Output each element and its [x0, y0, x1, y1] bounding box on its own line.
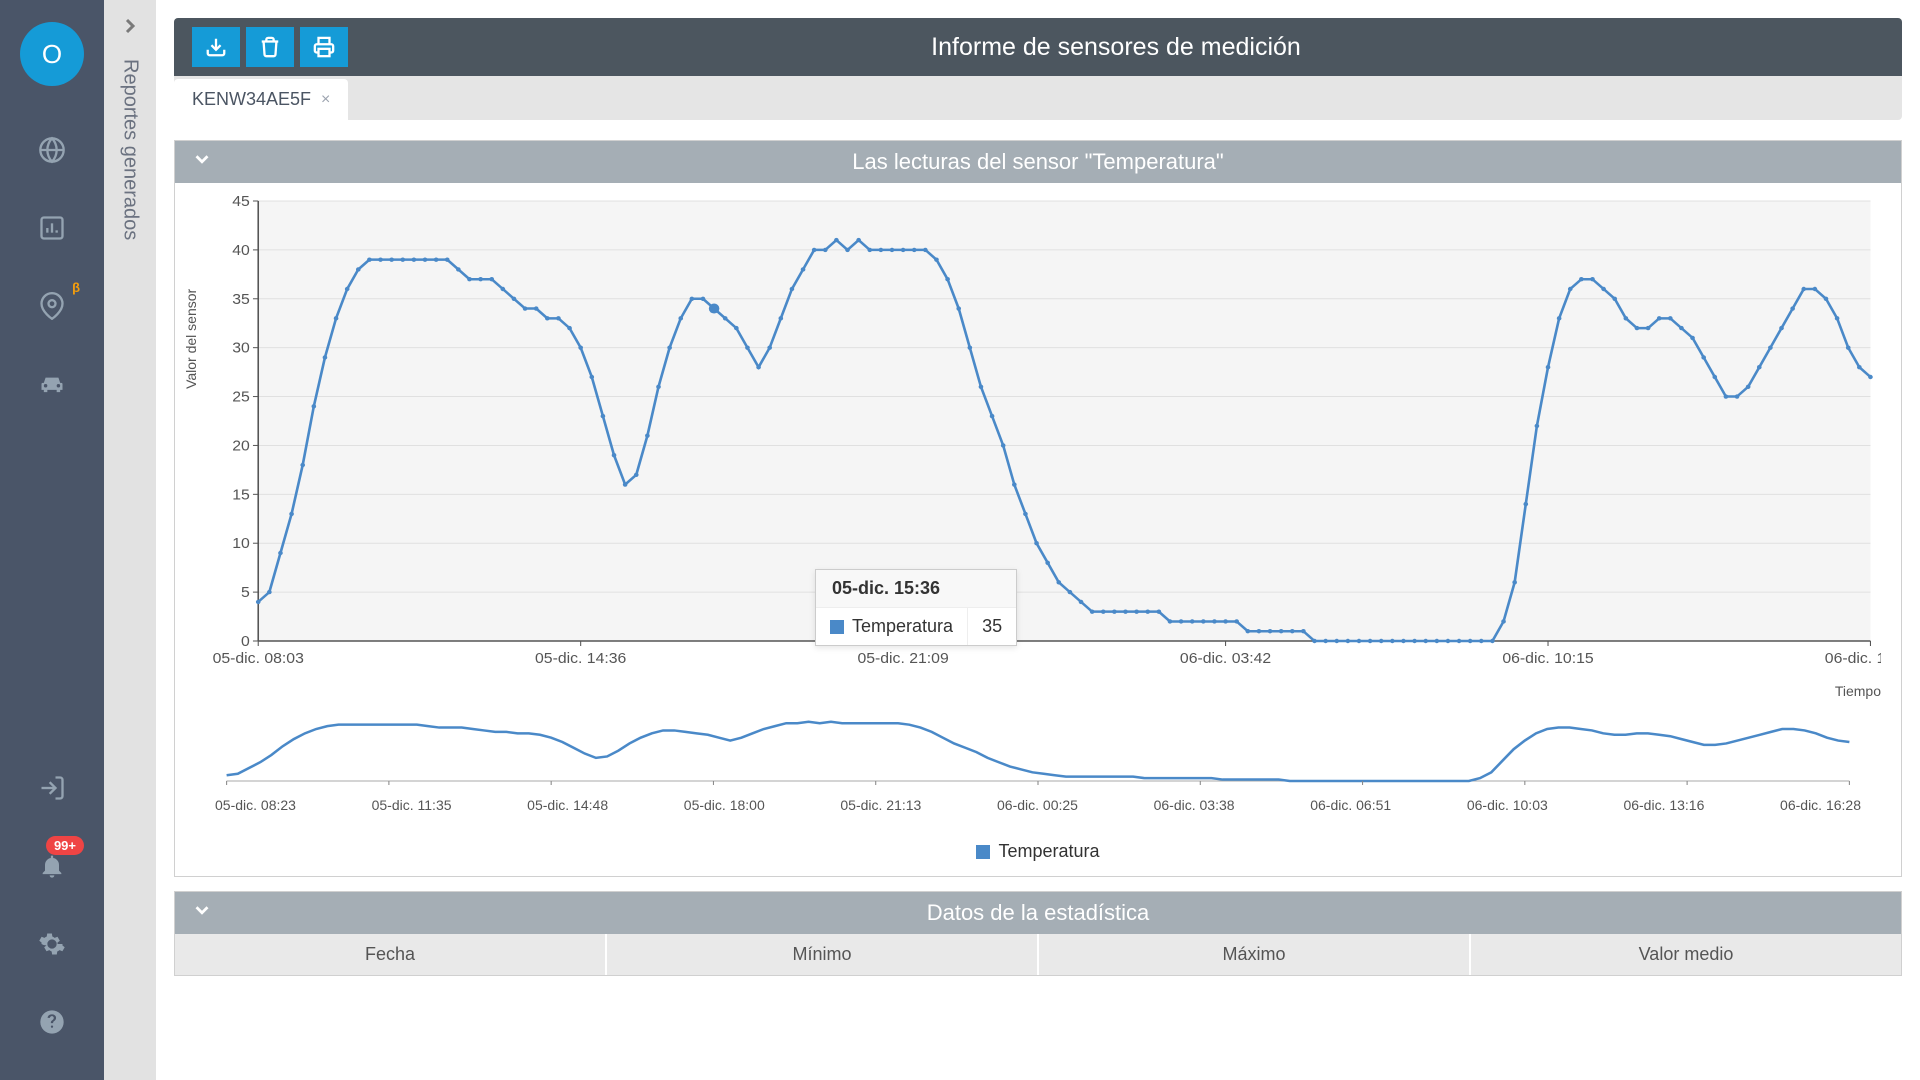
car-icon[interactable] [32, 364, 72, 404]
mini-tick-label: 06-dic. 03:38 [1154, 797, 1235, 813]
close-icon[interactable]: × [321, 91, 330, 109]
svg-text:06-dic. 03:42: 06-dic. 03:42 [1180, 650, 1271, 667]
svg-text:5: 5 [241, 584, 250, 601]
globe-icon[interactable] [32, 130, 72, 170]
location-icon[interactable]: β [32, 286, 72, 326]
chart-tooltip: 05-dic. 15:36 Temperatura 35 [815, 569, 1017, 646]
stats-panel: Datos de la estadística FechaMínimoMáxim… [174, 891, 1902, 976]
chevron-down-icon[interactable] [191, 148, 213, 176]
overview-chart[interactable]: 05-dic. 08:23 05-dic. 11:35 05-dic. 14:48 0… [195, 711, 1881, 821]
svg-text:05-dic. 21:09: 05-dic. 21:09 [857, 650, 948, 667]
stats-table-header: FechaMínimoMáximoValor medio [175, 934, 1901, 975]
download-button[interactable] [192, 27, 240, 67]
user-avatar[interactable]: O [20, 22, 84, 86]
svg-text:05-dic. 14:36: 05-dic. 14:36 [535, 650, 626, 667]
svg-text:30: 30 [232, 340, 250, 357]
chart-panel-header: Las lecturas del sensor "Temperatura" [175, 141, 1901, 183]
stats-panel-title: Datos de la estadística [927, 900, 1150, 926]
stats-column-header: Fecha [175, 934, 607, 975]
svg-text:05-dic. 08:03: 05-dic. 08:03 [213, 650, 304, 667]
mini-tick-label: 05-dic. 14:48 [527, 797, 608, 813]
tooltip-value: 35 [967, 608, 1016, 645]
chevron-right-icon[interactable] [118, 14, 142, 43]
legend-label: Temperatura [998, 841, 1099, 861]
reports-sidebar-label: Reportes generados [119, 59, 142, 240]
report-title: Informe de sensores de medición [348, 33, 1884, 62]
tooltip-series: Temperatura [852, 616, 953, 637]
mini-tick-label: 05-dic. 08:23 [215, 797, 296, 813]
stats-panel-header: Datos de la estadística [175, 892, 1901, 934]
svg-text:40: 40 [232, 242, 250, 259]
svg-text:06-dic. 10:15: 06-dic. 10:15 [1502, 650, 1593, 667]
gear-icon[interactable] [32, 924, 72, 964]
tooltip-time: 05-dic. 15:36 [816, 570, 1016, 608]
mini-tick-label: 06-dic. 10:03 [1467, 797, 1548, 813]
main-content: Informe de sensores de medición KENW34AE… [156, 0, 1920, 1080]
svg-text:35: 35 [232, 291, 250, 308]
chevron-down-icon[interactable] [191, 899, 213, 927]
tab-device[interactable]: KENW34AE5F × [174, 79, 348, 120]
mini-tick-label: 06-dic. 06:51 [1310, 797, 1391, 813]
mini-tick-label: 05-dic. 11:35 [372, 797, 452, 813]
svg-text:45: 45 [232, 193, 250, 210]
stats-column-header: Valor medio [1471, 934, 1901, 975]
notification-badge: 99+ [46, 836, 84, 855]
chart-panel: Las lecturas del sensor "Temperatura" Va… [174, 140, 1902, 877]
svg-text:06-dic. 16:48: 06-dic. 16:48 [1825, 650, 1881, 667]
tab-bar: KENW34AE5F × [174, 76, 1902, 120]
reports-sidebar: Reportes generados [104, 0, 156, 1080]
svg-text:20: 20 [232, 438, 250, 455]
mini-tick-label: 05-dic. 21:13 [840, 797, 921, 813]
delete-button[interactable] [246, 27, 294, 67]
beta-badge: β [72, 280, 80, 295]
main-chart[interactable]: Valor del sensor 05101520253035404505-di… [195, 191, 1881, 671]
bell-icon[interactable]: 99+ [32, 846, 72, 886]
main-sidebar: O β 99+ [0, 0, 104, 1080]
report-header: Informe de sensores de medición [174, 18, 1902, 76]
chart-legend: Temperatura [195, 841, 1881, 862]
mini-tick-label: 06-dic. 00:25 [997, 797, 1078, 813]
svg-text:0: 0 [241, 633, 250, 650]
tooltip-swatch [830, 620, 844, 634]
legend-swatch [976, 845, 990, 859]
svg-text:25: 25 [232, 389, 250, 406]
mini-tick-label: 06-dic. 16:28 [1780, 797, 1861, 813]
mini-tick-label: 05-dic. 18:00 [684, 797, 765, 813]
y-axis-label: Valor del sensor [183, 289, 199, 389]
chart-panel-title: Las lecturas del sensor "Temperatura" [852, 149, 1223, 175]
x-axis-label: Tiempo [1835, 683, 1881, 699]
help-icon[interactable] [32, 1002, 72, 1042]
chart-icon[interactable] [32, 208, 72, 248]
svg-text:10: 10 [232, 536, 250, 553]
avatar-letter: O [42, 39, 62, 70]
stats-column-header: Mínimo [607, 934, 1039, 975]
svg-text:15: 15 [232, 487, 250, 504]
mini-tick-label: 06-dic. 13:16 [1623, 797, 1704, 813]
login-icon[interactable] [32, 768, 72, 808]
print-button[interactable] [300, 27, 348, 67]
tab-label: KENW34AE5F [192, 89, 311, 110]
stats-column-header: Máximo [1039, 934, 1471, 975]
